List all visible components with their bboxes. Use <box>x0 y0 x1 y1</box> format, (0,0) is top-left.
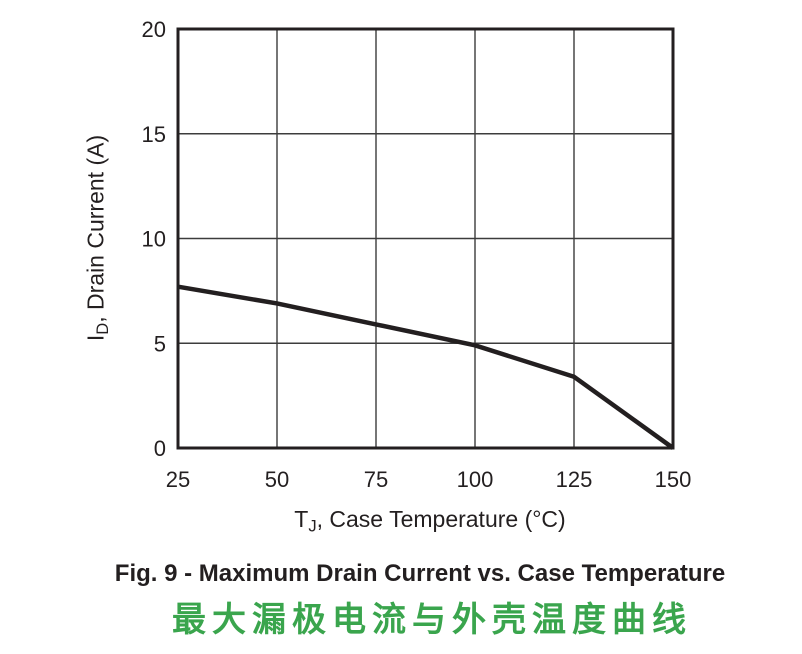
y-axis-title: ID, Drain Current (A) <box>82 134 113 342</box>
y-axis-title-symbol: I <box>82 334 109 342</box>
x-tick-label: 150 <box>655 467 692 492</box>
plot-border <box>176 27 675 450</box>
y-tick-label: 15 <box>142 122 166 147</box>
x-tick-label: 25 <box>166 467 190 492</box>
figure-caption-english: Fig. 9 - Maximum Drain Current vs. Case … <box>114 560 726 587</box>
y-axis-title-text: , Drain Current (A) <box>82 134 109 323</box>
x-tick-label: 100 <box>457 467 494 492</box>
x-axis-title: TJ, Case Temperature (°C) <box>294 506 566 536</box>
y-tick-label: 5 <box>154 331 166 356</box>
x-tick-label: 125 <box>556 467 593 492</box>
x-axis-title-symbol: T <box>294 506 309 532</box>
x-tick-label: 50 <box>265 467 289 492</box>
y-tick-label: 10 <box>142 227 166 252</box>
x-axis-title-subscript: J <box>308 516 317 536</box>
data-curve-maximum-drain-current <box>177 284 675 450</box>
x-axis-title-text: , Case Temperature (°C) <box>316 506 566 532</box>
y-tick-label: 20 <box>142 17 166 42</box>
figure-caption-chinese: 最大漏极电流与外壳温度曲线 <box>172 601 692 639</box>
x-tick-label: 75 <box>364 467 388 492</box>
y-axis-title-subscript: D <box>93 322 113 335</box>
y-tick-label: 0 <box>154 436 166 461</box>
